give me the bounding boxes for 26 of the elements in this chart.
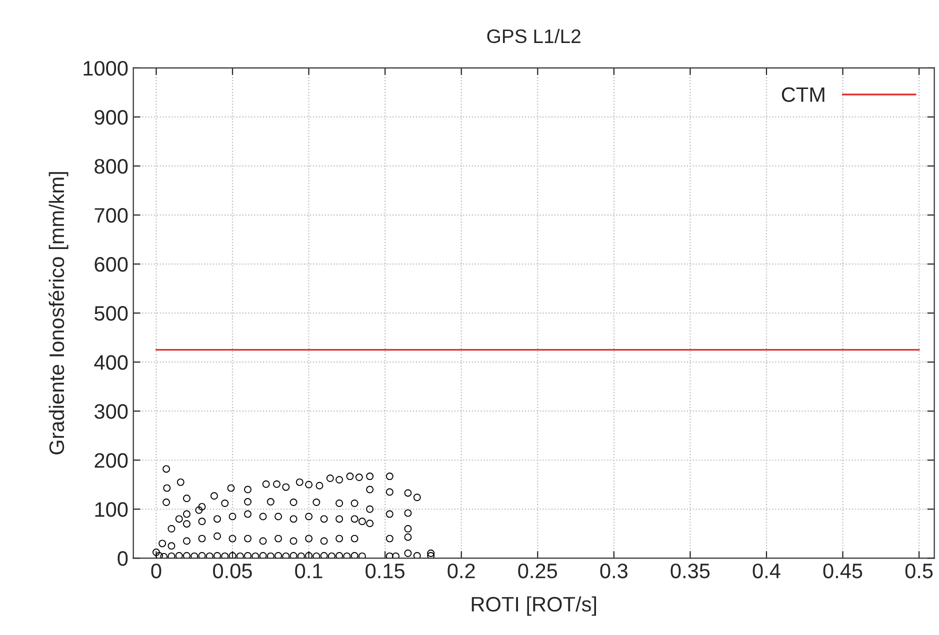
x-tick-label: 0.5 <box>905 564 933 578</box>
y-tick-label: 900 <box>94 110 128 125</box>
x-tick-label: 0.4 <box>752 564 780 578</box>
y-tick-label: 1000 <box>84 60 128 76</box>
y-tick-label: 600 <box>94 257 128 272</box>
y-axis-title: Gradiente Ionosférico [mm/km] <box>48 172 68 454</box>
x-tick-label: 0.45 <box>823 564 862 578</box>
y-tick-label: 500 <box>94 306 128 321</box>
legend-label: CTM <box>782 87 824 102</box>
x-tick-label: 0.05 <box>213 564 252 578</box>
y-tick-label: 800 <box>94 158 128 174</box>
x-axis-title: ROTI [ROT/s] <box>472 596 596 616</box>
y-tick-label: 300 <box>94 404 128 419</box>
chart-title: GPS L1/L2 <box>487 28 580 44</box>
x-tick-label: 0.25 <box>518 564 558 578</box>
y-tick-label: 700 <box>94 208 128 223</box>
x-tick-label: 0.3 <box>600 564 628 578</box>
y-tick-label: 100 <box>95 502 128 517</box>
x-tick-label: 0.2 <box>448 564 475 578</box>
x-tick-label: 0.15 <box>366 564 404 578</box>
x-tick-label: 0 <box>151 564 162 578</box>
x-tick-label: 0.35 <box>670 564 710 578</box>
y-tick-label: 200 <box>94 453 128 468</box>
y-tick-label: 400 <box>94 355 128 370</box>
x-tick-label: 0.1 <box>295 564 322 578</box>
y-tick-label: 0 <box>118 551 128 566</box>
